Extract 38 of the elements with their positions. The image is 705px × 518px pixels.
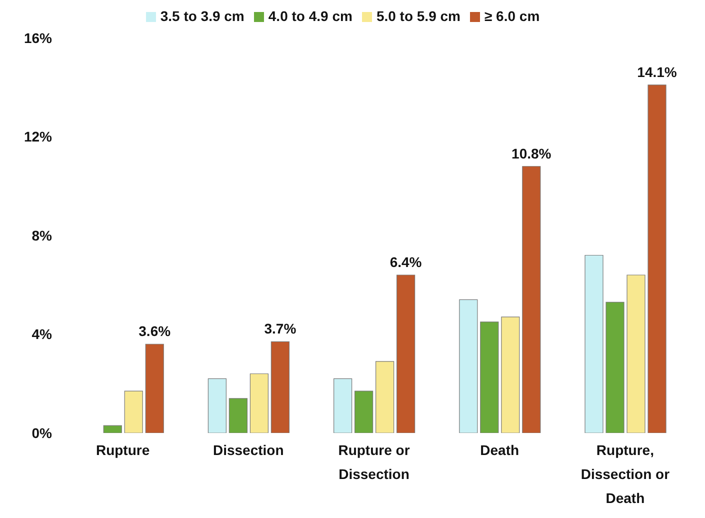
bar xyxy=(501,316,520,433)
bar xyxy=(522,166,541,433)
legend-label: ≥ 6.0 cm xyxy=(484,8,540,24)
bar xyxy=(145,344,164,433)
bar xyxy=(124,390,143,433)
bar xyxy=(354,390,374,433)
legend-label: 3.5 to 3.9 cm xyxy=(160,8,244,24)
bar xyxy=(270,341,290,433)
bar xyxy=(480,322,499,433)
data-label: 3.6% xyxy=(138,323,172,340)
bar xyxy=(584,254,604,433)
y-tick-label: 4% xyxy=(32,326,53,342)
data-label: 3.7% xyxy=(264,320,297,337)
data-label: 10.8% xyxy=(512,145,552,162)
bar xyxy=(250,373,269,433)
bar xyxy=(103,425,122,433)
x-tick-label: Dissection xyxy=(212,442,284,458)
bar xyxy=(228,398,248,433)
y-tick-label: 12% xyxy=(24,128,53,145)
x-tick-label: Death xyxy=(480,442,520,458)
bar xyxy=(459,299,478,433)
bar xyxy=(396,274,416,433)
y-tick-label: 0% xyxy=(32,424,53,441)
bar xyxy=(208,378,227,433)
bar xyxy=(376,361,394,433)
data-label: 14.1% xyxy=(637,64,678,80)
legend-label: 5.0 to 5.9 cm xyxy=(376,8,460,24)
x-tick-label: Rupture or Dissection xyxy=(338,442,410,482)
y-tick-label: 8% xyxy=(32,227,53,244)
data-label: 6.4% xyxy=(390,254,422,270)
bar xyxy=(626,274,646,433)
x-tick-label: Rupture, Dissection or Death xyxy=(580,442,670,506)
x-tick-label: Rupture xyxy=(96,442,150,458)
bar xyxy=(334,378,352,433)
bar xyxy=(606,302,624,433)
bar xyxy=(648,84,666,433)
y-tick-label: 16% xyxy=(24,30,53,46)
legend-label: 4.0 to 4.9 cm xyxy=(268,8,352,24)
